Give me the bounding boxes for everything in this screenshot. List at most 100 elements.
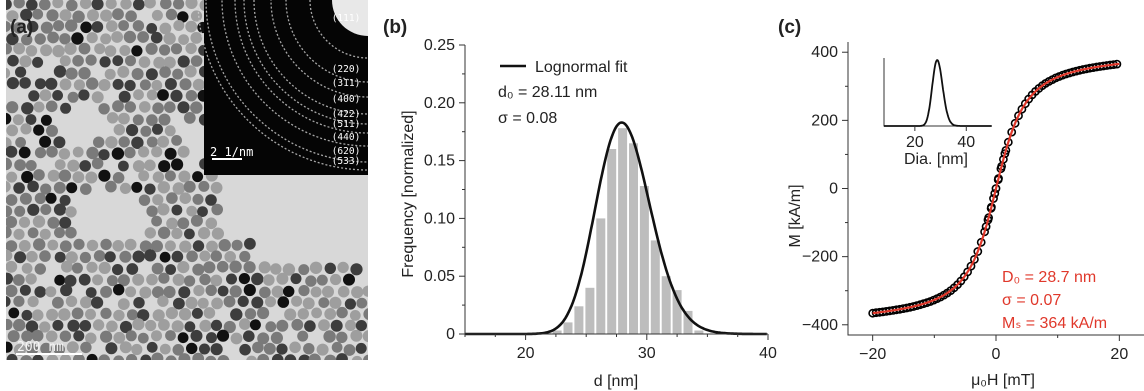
nanoparticle — [118, 160, 129, 172]
nanoparticle — [249, 319, 261, 331]
nanoparticle — [257, 306, 270, 320]
nanoparticle — [47, 169, 60, 182]
nanoparticle — [113, 284, 125, 296]
inset-xlabel: Dia. [nm] — [904, 151, 968, 168]
nanoparticle — [159, 251, 171, 263]
nanoparticle — [284, 308, 297, 321]
nanoparticle — [190, 329, 203, 342]
nanoparticle — [85, 332, 97, 344]
nanoparticle — [172, 344, 185, 356]
nanoparticle — [27, 180, 39, 193]
nanoparticle — [337, 285, 350, 298]
nanoparticle — [106, 112, 119, 124]
nanoparticle — [85, 308, 96, 320]
nanoparticle — [25, 45, 38, 57]
nanoparticle — [297, 308, 309, 320]
nanoparticle — [131, 45, 143, 57]
nanoparticle — [171, 250, 184, 263]
nanoparticle — [46, 124, 58, 137]
diffraction-ring-label: (511) — [332, 119, 361, 130]
nanoparticle — [185, 0, 198, 9]
histogram-bar — [683, 310, 693, 334]
nanoparticle — [159, 343, 171, 355]
nanoparticle — [164, 240, 176, 252]
nanoparticle — [113, 355, 125, 360]
nanoparticle — [87, 9, 99, 22]
nanoparticle — [86, 146, 99, 160]
nanoparticle — [39, 228, 51, 240]
nanoparticle — [100, 33, 112, 45]
nanoparticle — [13, 343, 26, 356]
nanoparticle — [21, 309, 33, 321]
nanoparticle — [58, 148, 71, 160]
nanoparticle — [153, 56, 166, 69]
nanoparticle — [124, 79, 136, 92]
nanoparticle — [152, 194, 164, 206]
inset-distribution-curve — [884, 59, 992, 127]
histogram-bar — [563, 322, 573, 334]
nanoparticle — [362, 285, 368, 297]
nanoparticle — [6, 101, 19, 114]
nanoparticle — [160, 0, 172, 10]
y-tick-label: 0.15 — [424, 153, 455, 170]
histogram-bar — [574, 306, 584, 334]
nanoparticle — [119, 45, 131, 56]
nanoparticle — [217, 355, 230, 360]
annotation-D0: D₀ = 28.7 nm — [1002, 269, 1096, 286]
nanoparticle — [178, 170, 191, 183]
nanoparticle — [104, 68, 116, 80]
nanoparticle — [6, 226, 12, 239]
nanoparticle — [177, 101, 190, 114]
nanoparticle — [40, 204, 52, 215]
nanoparticle — [158, 113, 171, 126]
nanoparticle — [7, 54, 19, 67]
nanoparticle — [171, 158, 184, 171]
diffraction-ring-label: (440) — [332, 132, 361, 143]
nanoparticle — [329, 296, 342, 309]
nanoparticle — [18, 240, 31, 252]
nanoparticle — [59, 240, 72, 253]
nanoparticle — [185, 20, 198, 33]
nanoparticle — [126, 309, 138, 321]
nanoparticle — [105, 136, 118, 149]
nanoparticle — [118, 90, 131, 103]
nanoparticle — [112, 172, 125, 184]
nanoparticle — [316, 343, 329, 356]
nanoparticle — [99, 56, 111, 68]
nanoparticle — [192, 352, 205, 360]
nanoparticle — [310, 286, 322, 298]
nanoparticle — [184, 275, 196, 287]
nanoparticle — [131, 343, 143, 356]
nanoparticle — [92, 274, 104, 286]
nanoparticle — [184, 228, 195, 240]
nanoparticle — [150, 31, 163, 44]
nanoparticle — [6, 205, 13, 218]
nanoparticle — [65, 67, 78, 80]
nanoparticle — [276, 272, 289, 285]
nanoparticle — [291, 295, 303, 307]
nanoparticle — [244, 237, 256, 250]
nanoparticle — [258, 261, 271, 274]
nanoparticle — [120, 0, 132, 10]
nanoparticle — [45, 100, 58, 113]
nanoparticle — [100, 307, 112, 319]
nanoparticle — [316, 274, 328, 286]
nanoparticle — [171, 227, 183, 240]
nanoparticle — [52, 44, 65, 58]
nanoparticle — [21, 263, 33, 274]
nanoparticle — [113, 331, 126, 344]
nanoparticle — [6, 240, 18, 252]
nanoparticle — [53, 343, 65, 356]
nanoparticle — [98, 169, 111, 182]
nanoparticle — [6, 318, 13, 331]
nanoparticle — [19, 284, 31, 296]
nanoparticle — [86, 261, 98, 273]
nanoparticle — [178, 34, 190, 45]
nanoparticle — [224, 250, 236, 263]
nanoparticle — [210, 343, 223, 356]
nanoparticle — [94, 43, 106, 55]
nanoparticle — [65, 206, 77, 218]
nanoparticle — [305, 275, 317, 287]
nanoparticle — [132, 250, 145, 263]
